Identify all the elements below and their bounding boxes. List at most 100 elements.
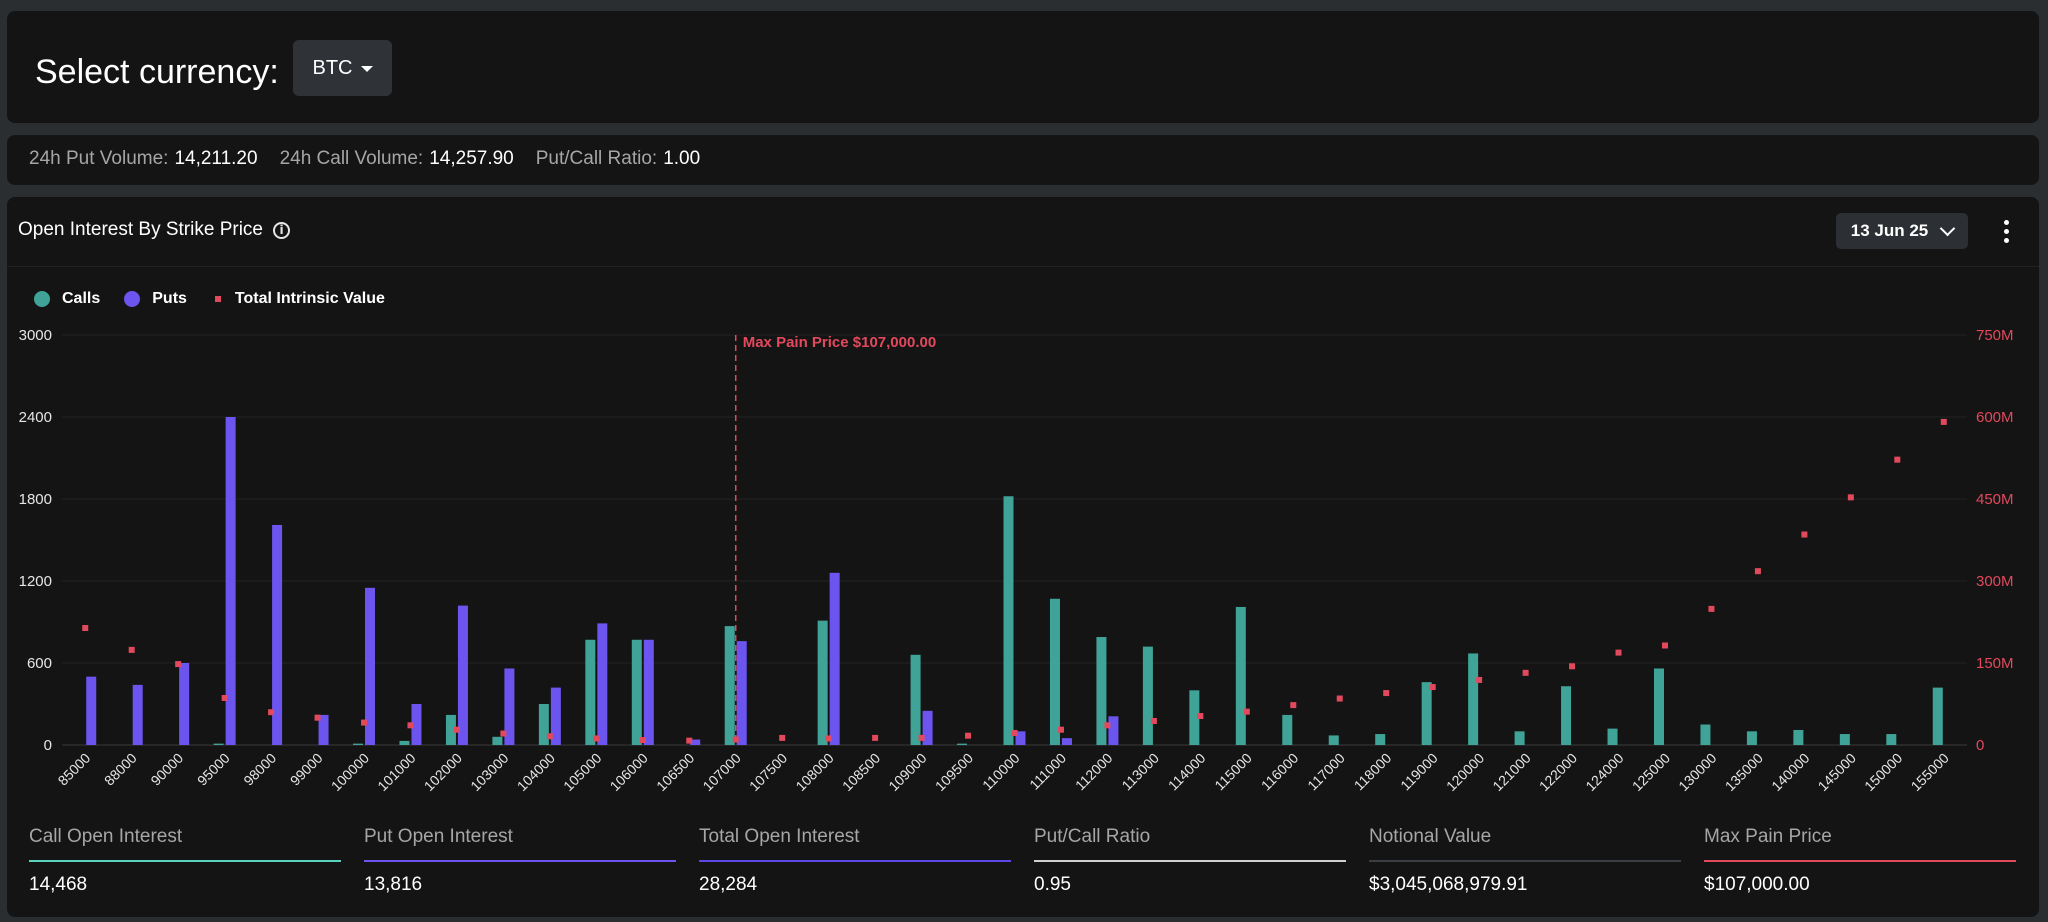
put-bar [690,739,701,745]
call-bar [1096,637,1107,745]
intrinsic-value-point [1243,708,1250,715]
call-volume-stat: 24h Call Volume: 14,257.90 [280,148,514,170]
intrinsic-value-point [1336,695,1343,702]
intrinsic-value-point [82,625,89,632]
put-bar [457,605,468,745]
call-bar [1839,734,1850,745]
call-bar [399,740,410,745]
legend-label-puts: Puts [152,290,187,307]
x-axis-tick-label: 105000 [560,750,604,794]
x-axis-tick-label: 122000 [1536,750,1580,794]
call-bar [1932,687,1943,745]
call-bar [1607,728,1618,745]
intrinsic-value-point [872,734,879,741]
intrinsic-value-point [1569,663,1576,670]
x-axis-tick-label: 103000 [467,750,511,794]
volume-stats-panel: 24h Put Volume: 14,211.20 24h Call Volume… [7,135,2039,185]
x-axis-tick-label: 88000 [101,750,140,789]
x-axis-tick-label: 106500 [653,750,697,794]
x-axis-tick-label: 112000 [1072,750,1116,794]
intrinsic-value-point [221,694,228,701]
put-bar [318,714,329,745]
x-axis-tick-label: 107500 [746,750,790,794]
call-bar [1049,598,1060,745]
currency-label: Select currency: [35,53,279,91]
x-axis-tick-label: 85000 [55,750,94,789]
intrinsic-value-point [593,735,600,742]
summary-metrics: Call Open Interest 14,468 Put Open Interes… [29,826,2021,896]
put-bar [225,417,236,745]
legend-item-calls[interactable]: Calls [34,290,100,308]
x-axis-tick-label: 115000 [1211,750,1255,794]
metric-put-call-ratio: Put/Call Ratio 0.95 [1034,826,1346,896]
put-volume-stat: 24h Put Volume: 14,211.20 [29,148,258,170]
intrinsic-value-point [1057,726,1064,733]
panel-title-group: Open Interest By Strike Price i [18,219,290,241]
x-axis-tick-label: 119000 [1397,750,1441,794]
put-call-ratio-stat: Put/Call Ratio: 1.00 [536,148,700,170]
put-volume-value: 14,211.20 [174,148,258,169]
x-axis-tick-label: 145000 [1815,750,1859,794]
metric-underline [364,860,676,862]
put-bar [922,710,933,745]
x-axis-tick-label: 150000 [1861,750,1905,794]
x-axis-tick-label: 120000 [1443,750,1487,794]
x-axis-tick-label: 101000 [374,750,418,794]
x-axis-tick-label: 125000 [1629,750,1673,794]
intrinsic-value-point [1615,649,1622,656]
intrinsic-value-point [1940,418,1947,425]
put-bar [411,704,422,745]
put-bar [643,639,654,745]
intrinsic-value-point [1847,494,1854,501]
caret-down-icon [360,66,373,72]
call-bar [957,743,968,745]
call-bar [445,714,456,745]
legend-item-intrinsic[interactable]: Total Intrinsic Value [211,290,385,308]
metric-label: Total Open Interest [699,826,860,847]
call-bar [1468,653,1479,745]
x-axis-tick-label: 130000 [1675,750,1719,794]
intrinsic-value-point [639,737,646,744]
put-bar [272,524,283,745]
info-icon[interactable]: i [273,221,290,239]
x-axis-tick-label: 110000 [979,750,1023,794]
x-axis-tick-label: 95000 [194,750,233,789]
intrinsic-value-point [128,646,135,653]
expiry-date-dropdown[interactable]: 13 Jun 25 [1836,213,1968,249]
put-bar [86,676,97,745]
x-axis-tick-label: 98000 [240,750,279,789]
max-pain-annotation: Max Pain Price $107,000.00 [743,334,936,351]
x-axis-tick-label: 108500 [839,750,883,794]
call-bar [538,704,549,745]
call-volume-value: 14,257.90 [429,148,514,169]
y-axis-right-tick-label: 600M [1976,409,2014,426]
intrinsic-legend-marker [214,296,221,302]
x-axis-tick-label: 109500 [932,750,976,794]
x-axis-tick-label: 121000 [1489,750,1533,794]
intrinsic-value-point [175,661,182,668]
y-axis-left-tick-label: 2400 [19,409,52,426]
put-bar [550,687,561,745]
intrinsic-value-point [314,714,321,721]
intrinsic-value-point [1290,702,1297,709]
call-bar [1142,646,1153,745]
currency-panel: Select currency: BTC [7,11,2039,123]
put-bar [597,623,608,745]
more-options-icon[interactable] [1995,215,2017,247]
x-axis-tick-label: 114000 [1165,750,1209,794]
legend-item-puts[interactable]: Puts [124,290,187,308]
put-bar [504,668,515,745]
metric-value: $107,000.00 [1704,874,1810,895]
metric-underline [1704,860,2016,862]
x-axis-tick-label: 118000 [1351,750,1395,794]
intrinsic-value-point [268,709,275,716]
call-bar [1746,731,1757,745]
intrinsic-value-point [1754,568,1761,575]
call-bar [1700,724,1711,745]
currency-dropdown[interactable]: BTC [293,40,392,96]
intrinsic-value-point [1011,729,1018,736]
metric-underline [1369,860,1681,862]
put-volume-label: 24h Put Volume: [29,148,169,169]
x-axis-tick-label: 116000 [1258,750,1302,794]
chart-legend: Calls Puts Total Intrinsic Value [34,290,409,308]
